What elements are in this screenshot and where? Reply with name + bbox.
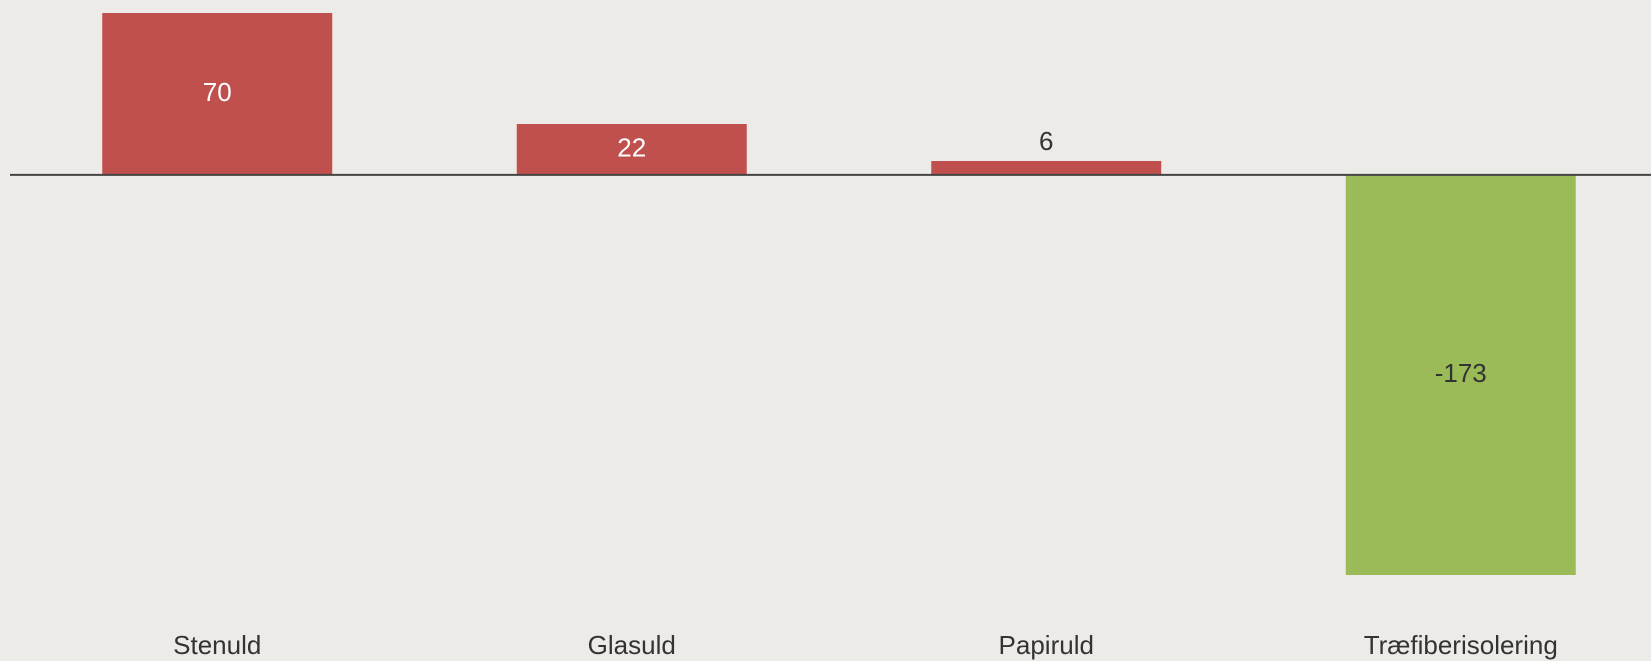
bar bbox=[102, 13, 333, 175]
value-label: 6 bbox=[1039, 126, 1053, 156]
x-tick-label: Papiruld bbox=[999, 630, 1094, 660]
x-tick-label: Stenuld bbox=[173, 630, 261, 660]
bar bbox=[931, 161, 1162, 175]
bar bbox=[516, 124, 747, 175]
value-label: 70 bbox=[203, 77, 232, 107]
value-label: -173 bbox=[1435, 358, 1487, 388]
value-label: 22 bbox=[617, 132, 646, 162]
bar bbox=[1345, 174, 1576, 575]
x-tick-label: Træfiberisolering bbox=[1364, 630, 1558, 660]
x-tick-label: Glasuld bbox=[588, 630, 676, 660]
